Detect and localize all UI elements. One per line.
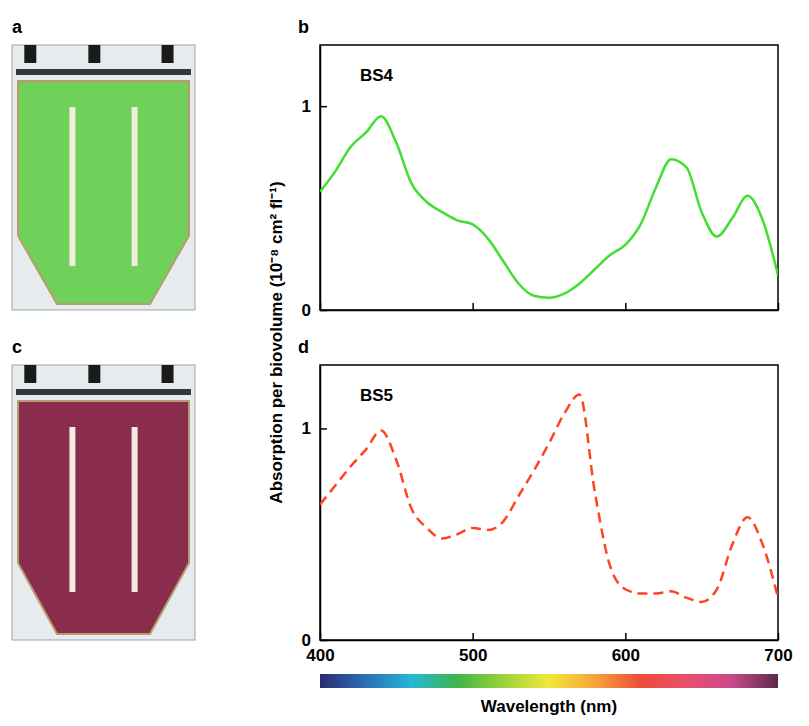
x-tick-label: 600: [612, 646, 640, 665]
photo-panel: [12, 365, 195, 640]
tank-clip: [88, 365, 100, 383]
x-axis: 400500600700: [306, 633, 792, 665]
x-tick-mark: [625, 303, 627, 310]
tube: [69, 427, 75, 592]
y-tick: 1: [302, 97, 327, 116]
plot-frame: [320, 365, 778, 640]
series-label: BS4: [360, 66, 394, 85]
panel-letter: c: [12, 337, 22, 357]
x-tick: [473, 303, 474, 310]
plot-area: [320, 116, 778, 297]
tank-rim: [16, 389, 191, 395]
tank-clip: [162, 365, 174, 383]
y-tick-label: 0: [302, 631, 311, 650]
tank-clip: [162, 45, 174, 63]
y-tick-mark: [320, 428, 327, 430]
tank-clip: [24, 365, 36, 383]
tank: [12, 45, 195, 310]
y-tick-label: 1: [302, 419, 311, 438]
y-axis: 01: [302, 46, 327, 320]
series-label: BS5: [360, 386, 393, 405]
spectrum-line: [320, 395, 778, 602]
culture: [18, 81, 189, 304]
x-axis-title: Wavelength (nm): [481, 697, 617, 716]
figure: ac01BS4b40050060070001BS5dAbsorption per…: [0, 0, 809, 726]
plot-frame: [320, 45, 778, 310]
culture: [18, 401, 189, 634]
photo-panel: [12, 45, 195, 310]
x-tick-label: 700: [764, 646, 792, 665]
x-tick: [625, 303, 626, 310]
spectrum-line: [320, 116, 778, 297]
x-tick-mark: [625, 633, 627, 640]
tube: [132, 427, 138, 592]
tube: [132, 107, 138, 266]
y-axis: 01: [302, 366, 327, 650]
plot-area: [320, 395, 778, 602]
tank-clip: [88, 45, 100, 63]
x-tick: 500: [459, 633, 487, 665]
x-tick-mark: [472, 303, 474, 310]
x-tick-label: 500: [459, 646, 487, 665]
x-tick: 600: [612, 633, 640, 665]
panel-letter: b: [298, 17, 309, 37]
y-tick-mark: [320, 106, 327, 108]
tank-rim: [16, 69, 191, 75]
panel-letter: d: [298, 337, 309, 357]
tank: [12, 365, 195, 640]
y-tick-label: 1: [302, 97, 311, 116]
wavelength-colorbar: [320, 674, 778, 688]
tank-clip: [24, 45, 36, 63]
x-tick-mark: [472, 633, 474, 640]
panel-letter: a: [12, 17, 23, 37]
y-axis-title: Absorption per biovolume (10⁻⁸ cm² fl⁻¹): [267, 181, 286, 503]
y-tick: 1: [302, 419, 327, 438]
tube: [69, 107, 75, 266]
y-tick-label: 0: [302, 301, 311, 320]
